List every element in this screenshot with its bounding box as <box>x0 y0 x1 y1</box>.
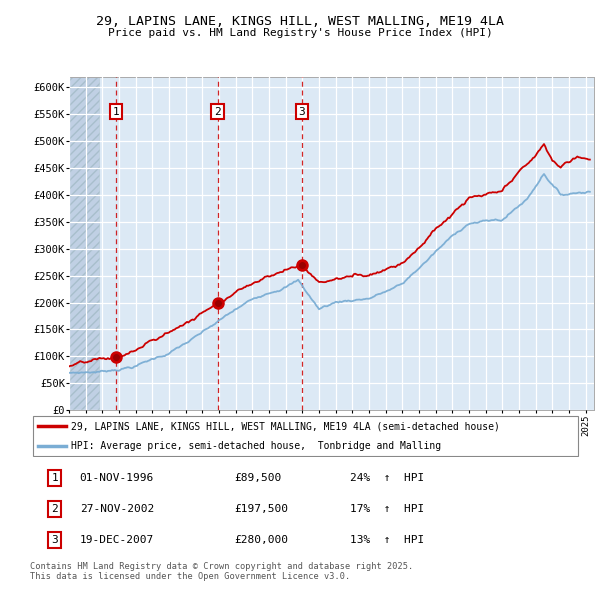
Text: 29, LAPINS LANE, KINGS HILL, WEST MALLING, ME19 4LA: 29, LAPINS LANE, KINGS HILL, WEST MALLIN… <box>96 15 504 28</box>
Text: 3: 3 <box>298 107 305 117</box>
Text: 2: 2 <box>52 504 58 514</box>
Text: £89,500: £89,500 <box>234 473 281 483</box>
Text: Price paid vs. HM Land Registry's House Price Index (HPI): Price paid vs. HM Land Registry's House … <box>107 28 493 38</box>
Text: 1: 1 <box>52 473 58 483</box>
Text: 27-NOV-2002: 27-NOV-2002 <box>80 504 154 514</box>
Text: 13%  ↑  HPI: 13% ↑ HPI <box>350 535 424 545</box>
Text: £197,500: £197,500 <box>234 504 288 514</box>
FancyBboxPatch shape <box>33 417 578 455</box>
Text: 01-NOV-1996: 01-NOV-1996 <box>80 473 154 483</box>
Text: 24%  ↑  HPI: 24% ↑ HPI <box>350 473 424 483</box>
Bar <box>69 77 99 410</box>
Text: 19-DEC-2007: 19-DEC-2007 <box>80 535 154 545</box>
Text: £280,000: £280,000 <box>234 535 288 545</box>
Text: 3: 3 <box>52 535 58 545</box>
Bar <box>69 77 99 410</box>
Text: 29, LAPINS LANE, KINGS HILL, WEST MALLING, ME19 4LA (semi-detached house): 29, LAPINS LANE, KINGS HILL, WEST MALLIN… <box>71 421 500 431</box>
Text: 17%  ↑  HPI: 17% ↑ HPI <box>350 504 424 514</box>
Text: HPI: Average price, semi-detached house,  Tonbridge and Malling: HPI: Average price, semi-detached house,… <box>71 441 442 451</box>
Text: Contains HM Land Registry data © Crown copyright and database right 2025.
This d: Contains HM Land Registry data © Crown c… <box>30 562 413 581</box>
Text: 1: 1 <box>113 107 120 117</box>
Text: 2: 2 <box>214 107 221 117</box>
